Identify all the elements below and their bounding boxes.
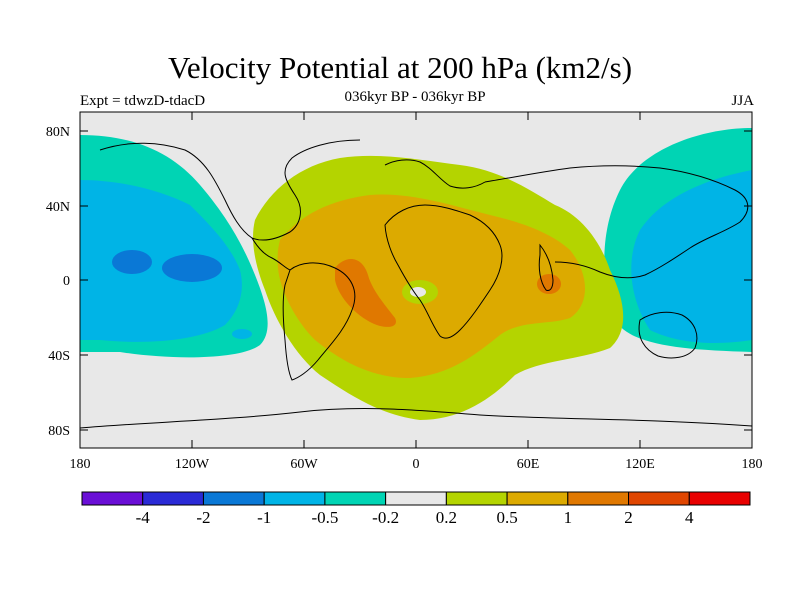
lat-label-80s: 80S	[48, 424, 70, 439]
colorbar-swatch	[202, 491, 265, 506]
lon-label-180e: 180	[742, 457, 763, 472]
colorbar-label: 0.2	[436, 508, 457, 527]
field-region-neg-west-inner	[80, 180, 242, 342]
colorbar-label: 2	[624, 508, 633, 527]
field-region-pos-hole-center	[410, 287, 426, 297]
colorbar-label: -1	[257, 508, 271, 527]
coastlines	[80, 139, 752, 429]
lon-label-0: 0	[413, 457, 420, 472]
colorbar-label: 4	[685, 508, 694, 527]
lon-label-60e: 60E	[517, 457, 540, 472]
lat-label-40n: 40N	[46, 200, 70, 215]
colorbar-swatch	[506, 491, 569, 506]
axis-ticks	[79, 112, 753, 448]
colorbar-label: -0.2	[372, 508, 399, 527]
coast-south-america	[282, 262, 356, 381]
lat-label-80n: 80N	[46, 125, 70, 140]
colorbar-swatch	[688, 491, 751, 506]
field-region-neg-west-core1	[112, 250, 152, 274]
field-region-pos-core1	[335, 258, 396, 327]
map-title: Velocity Potential at 200 hPa (km2/s)	[167, 50, 633, 85]
colorbar-swatch	[263, 491, 326, 506]
lon-label-120w: 120W	[175, 457, 210, 472]
colorbar-swatch	[567, 491, 630, 506]
lat-label-40s: 40S	[48, 349, 70, 364]
velocity-potential-field	[80, 112, 752, 448]
coast-north-america	[99, 139, 361, 241]
colorbar-label: -0.5	[311, 508, 338, 527]
colorbar-label: 1	[564, 508, 573, 527]
lon-label-120e: 120E	[625, 457, 655, 472]
coast-central-america	[251, 237, 291, 271]
colorbar-label: -4	[136, 508, 151, 527]
season-label: JJA	[731, 93, 754, 109]
lon-label-180w: 180	[70, 457, 91, 472]
colorbar: -4 -2 -1 -0.5 -0.2 0.2 0.5 1 2 4	[81, 491, 751, 527]
colorbar-swatch	[324, 491, 387, 506]
colorbar-swatch	[142, 491, 204, 506]
coast-antarctica	[80, 408, 752, 429]
map-subtitle: 036kyr BP - 036kyr BP	[344, 89, 486, 105]
lon-label-60w: 60W	[290, 457, 318, 472]
coast-asia	[484, 165, 749, 279]
colorbar-swatch	[628, 491, 690, 506]
experiment-label: Expt = tdwzD-tdacD	[80, 93, 206, 109]
field-region-pos-core2	[537, 274, 561, 294]
field-region-neg-west-core2	[162, 254, 222, 282]
colorbar-swatch	[81, 491, 144, 506]
coast-australia	[638, 311, 698, 359]
lat-label-0: 0	[63, 274, 70, 289]
coast-europe	[384, 159, 486, 189]
field-region-neg-east-inner	[631, 170, 752, 343]
colorbar-label: 0.5	[496, 508, 517, 527]
colorbar-label: -2	[196, 508, 210, 527]
colorbar-swatch	[385, 491, 447, 506]
colorbar-swatch	[445, 491, 508, 506]
field-region-neg-small	[232, 329, 252, 339]
coast-india	[538, 243, 554, 291]
coast-africa	[384, 204, 503, 339]
